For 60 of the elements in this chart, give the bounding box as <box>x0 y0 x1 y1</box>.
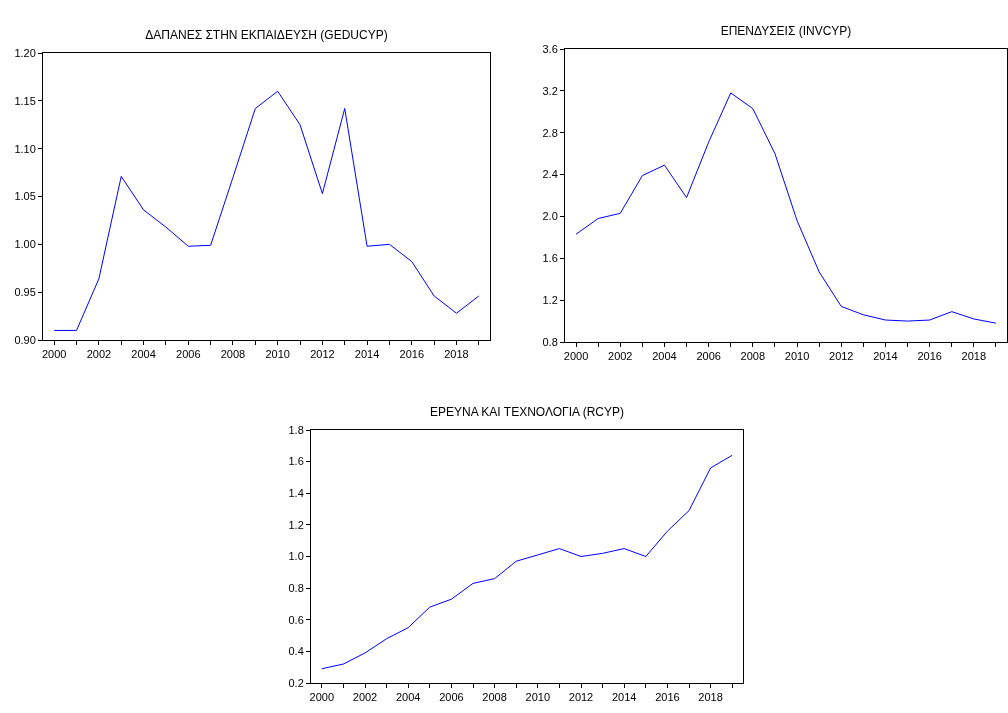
y-tick-label: 1.0 <box>288 550 304 563</box>
y-tick-label: 1.2 <box>288 518 304 531</box>
x-tick-label: 2018 <box>698 691 723 704</box>
x-tick-label: 2010 <box>525 691 551 704</box>
chart-title: ΕΠΕΝΔΥΣΕΙΣ (INVCYP) <box>720 24 852 38</box>
x-tick-label: 2000 <box>309 691 335 704</box>
x-tick-label: 2008 <box>740 350 766 363</box>
y-tick-label: 1.05 <box>14 190 36 203</box>
x-tick-label: 2004 <box>652 350 677 363</box>
line-series <box>321 454 733 670</box>
x-tick-label: 2016 <box>655 691 680 704</box>
y-tick-label: 2.4 <box>542 168 558 181</box>
y-tick-label: 0.8 <box>288 581 304 594</box>
y-tick-label: 3.2 <box>542 84 558 97</box>
x-tick-label: 2012 <box>310 348 335 361</box>
y-tick-label: 1.8 <box>288 423 304 436</box>
y-tick-label: 1.2 <box>542 293 558 306</box>
x-tick-label: 2016 <box>917 350 942 363</box>
x-tick-label: 2018 <box>961 350 987 363</box>
x-tick-label: 2002 <box>352 691 378 704</box>
x-tick-label: 2004 <box>395 691 421 704</box>
y-tick-label: 1.20 <box>14 46 36 59</box>
x-tick-label: 2016 <box>399 348 425 361</box>
x-tick-label: 2000 <box>563 350 589 363</box>
line-series <box>575 92 997 324</box>
x-tick-label: 2002 <box>86 348 112 361</box>
x-tick-label: 2010 <box>784 350 810 363</box>
y-tick-label: 3.6 <box>542 42 558 55</box>
y-tick-label: 0.95 <box>14 286 36 299</box>
x-tick-label: 2008 <box>482 691 507 704</box>
y-tick-label: 1.4 <box>288 487 304 500</box>
y-tick-label: 2.0 <box>542 210 558 223</box>
x-tick-label: 2014 <box>873 350 898 363</box>
x-tick-label: 2000 <box>41 348 67 361</box>
x-tick-label: 2010 <box>265 348 290 361</box>
y-tick-label: 0.90 <box>14 333 36 346</box>
x-tick-label: 2012 <box>568 691 594 704</box>
x-tick-label: 2012 <box>829 350 854 363</box>
x-tick-label: 2018 <box>444 348 469 361</box>
x-tick-label: 2006 <box>696 350 721 363</box>
x-tick-label: 2004 <box>131 348 156 361</box>
line-series <box>53 90 480 331</box>
chart-title: ΔΑΠΑΝΕΣ ΣΤΗΝ ΕΚΠΑΙΔΕΥΣΗ (GEDUCYP) <box>145 28 388 42</box>
x-tick-label: 2006 <box>439 691 464 704</box>
x-tick-label: 2008 <box>220 348 246 361</box>
y-tick-label: 1.10 <box>14 142 36 155</box>
y-tick-label: 1.00 <box>14 238 36 251</box>
x-tick-label: 2002 <box>608 350 633 363</box>
y-tick-label: 1.6 <box>542 252 558 265</box>
y-tick-label: 0.6 <box>288 613 304 626</box>
chart-title: ΕΡΕΥΝΑ ΚΑΙ ΤΕΧΝΟΛΟΓΙΑ (RCYP) <box>430 405 624 419</box>
y-tick-label: 1.6 <box>288 455 304 468</box>
y-tick-label: 0.2 <box>288 676 304 689</box>
y-tick-label: 1.15 <box>14 94 36 107</box>
x-tick-label: 2014 <box>354 348 380 361</box>
x-tick-label: 2006 <box>176 348 201 361</box>
y-tick-label: 2.8 <box>542 126 558 139</box>
y-tick-label: 0.4 <box>288 645 304 658</box>
x-tick-label: 2014 <box>611 691 637 704</box>
y-tick-label: 0.8 <box>542 335 558 348</box>
